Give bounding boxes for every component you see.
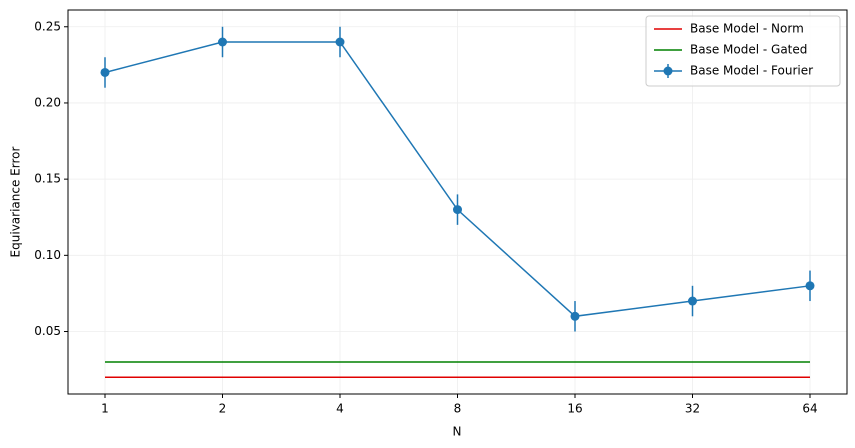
x-tick-label: 8 — [454, 402, 462, 416]
x-tick-label: 16 — [567, 402, 582, 416]
data-point — [570, 311, 580, 321]
legend-swatch — [663, 66, 673, 76]
data-point — [218, 37, 227, 47]
x-tick-label: 2 — [219, 402, 227, 416]
plot-frame — [67, 9, 848, 395]
x-tick-label: 64 — [802, 402, 817, 416]
y-axis-label: Equivariance Error — [9, 147, 23, 258]
data-point — [805, 281, 815, 291]
data-point — [335, 37, 345, 47]
legend-box — [645, 15, 841, 87]
x-tick-label: 32 — [685, 402, 700, 416]
x-axis-label: N — [453, 425, 462, 439]
legend: Base Model - Norm Base Model - Gated Base … — [645, 15, 841, 87]
x-tick-label: 1 — [101, 402, 109, 416]
data-point — [688, 296, 697, 306]
legend-label: Base Model - Fourier — [690, 64, 813, 78]
y-tick-label: 0.20 — [34, 95, 61, 109]
y-tick-label: 0.10 — [34, 248, 61, 262]
data-point — [453, 205, 462, 215]
y-tick-label: 0.25 — [34, 19, 61, 33]
data-point — [100, 67, 110, 77]
y-tick-label: 0.15 — [34, 172, 61, 186]
legend-label: Base Model - Norm — [690, 22, 804, 36]
x-tick-label: 4 — [336, 402, 344, 416]
y-tick-label: 0.05 — [34, 324, 61, 338]
legend-label: Base Model - Gated — [690, 43, 807, 57]
